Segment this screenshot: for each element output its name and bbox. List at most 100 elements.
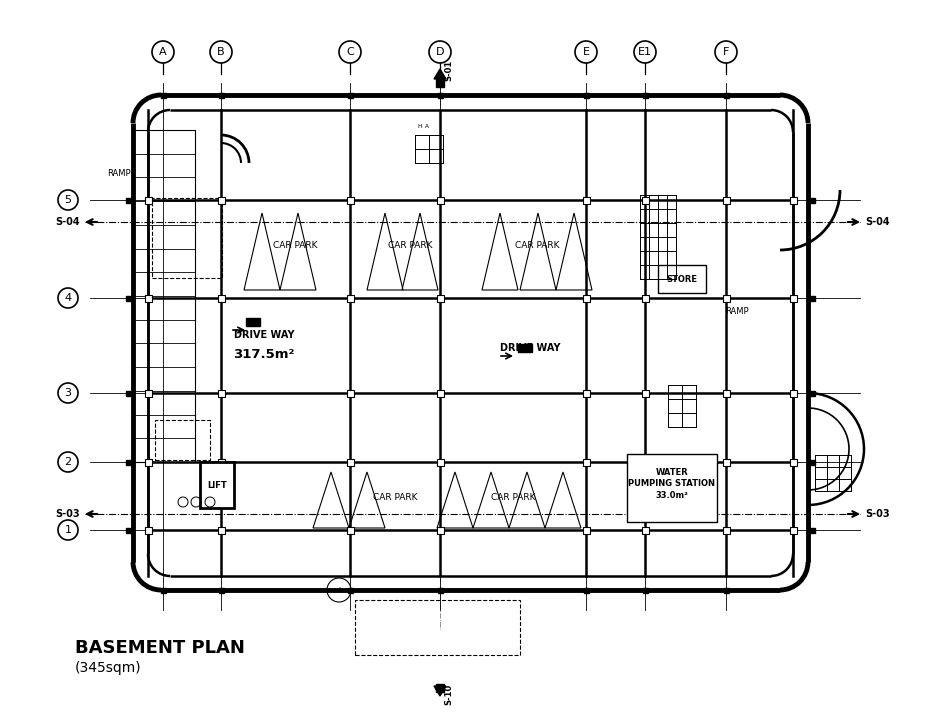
Text: CAR PARK: CAR PARK xyxy=(514,240,560,250)
Text: RAMP: RAMP xyxy=(107,169,131,177)
Bar xyxy=(810,295,815,300)
Bar xyxy=(723,458,729,466)
Bar xyxy=(437,93,443,98)
Text: CAR PARK: CAR PARK xyxy=(373,494,417,502)
Bar xyxy=(810,198,815,203)
Text: 3: 3 xyxy=(64,388,72,398)
Text: E1: E1 xyxy=(638,47,652,57)
Bar xyxy=(436,196,444,203)
Bar xyxy=(347,196,353,203)
Bar xyxy=(218,196,224,203)
Text: F: F xyxy=(723,47,729,57)
Bar xyxy=(126,198,131,203)
Text: 317.5m²: 317.5m² xyxy=(234,348,295,361)
Bar xyxy=(789,390,797,397)
Text: DRIVE WAY: DRIVE WAY xyxy=(234,330,294,340)
Bar xyxy=(347,526,353,534)
Bar xyxy=(810,390,815,395)
Bar xyxy=(347,390,353,397)
Bar xyxy=(126,295,131,300)
Bar xyxy=(160,587,166,592)
Text: RAMP: RAMP xyxy=(725,308,749,316)
Bar xyxy=(723,526,729,534)
Bar xyxy=(436,390,444,397)
Bar xyxy=(218,458,224,466)
Bar xyxy=(582,458,590,466)
Bar xyxy=(218,526,224,534)
Bar xyxy=(642,526,648,534)
Bar xyxy=(642,390,648,397)
Bar xyxy=(200,462,234,508)
Text: 4: 4 xyxy=(64,293,72,303)
Text: D: D xyxy=(436,47,445,57)
Polygon shape xyxy=(434,69,446,79)
Bar xyxy=(436,526,444,534)
Bar xyxy=(642,295,648,301)
Bar xyxy=(723,390,729,397)
Bar xyxy=(144,458,152,466)
Bar xyxy=(658,265,706,293)
Bar xyxy=(642,587,647,592)
Text: WATER
PUMPING STATION
33.0m²: WATER PUMPING STATION 33.0m² xyxy=(628,468,716,500)
Text: CAR PARK: CAR PARK xyxy=(273,240,317,250)
Text: (345sqm): (345sqm) xyxy=(75,661,141,675)
Bar xyxy=(246,318,260,326)
Text: S-10: S-10 xyxy=(444,683,453,705)
Bar xyxy=(627,454,717,522)
Text: 5: 5 xyxy=(64,195,72,205)
Bar xyxy=(219,587,223,592)
Text: CAR PARK: CAR PARK xyxy=(388,240,432,250)
Text: BASEMENT PLAN: BASEMENT PLAN xyxy=(75,639,245,657)
Bar xyxy=(218,295,224,301)
Bar xyxy=(144,390,152,397)
Bar xyxy=(810,460,815,465)
Polygon shape xyxy=(434,686,446,696)
Bar xyxy=(518,344,532,352)
Bar xyxy=(347,295,353,301)
Bar xyxy=(789,295,797,301)
Text: S-04: S-04 xyxy=(865,217,889,227)
Bar xyxy=(642,196,648,203)
Bar xyxy=(437,587,443,592)
Bar xyxy=(436,684,444,692)
Text: LIFT: LIFT xyxy=(207,481,227,489)
Text: A: A xyxy=(159,47,167,57)
Text: S-01: S-01 xyxy=(444,60,453,81)
Text: S-03: S-03 xyxy=(865,509,889,519)
Bar xyxy=(789,458,797,466)
Text: H A: H A xyxy=(418,125,430,130)
Text: C: C xyxy=(346,47,354,57)
Bar xyxy=(218,390,224,397)
Bar xyxy=(347,458,353,466)
Bar xyxy=(582,295,590,301)
Bar xyxy=(436,295,444,301)
Bar xyxy=(582,196,590,203)
Bar xyxy=(723,93,728,98)
Bar xyxy=(583,93,589,98)
Bar xyxy=(723,196,729,203)
Text: S-04: S-04 xyxy=(56,217,80,227)
Bar xyxy=(436,458,444,466)
Bar xyxy=(126,460,131,465)
Bar xyxy=(810,528,815,532)
Bar xyxy=(144,196,152,203)
Bar xyxy=(126,528,131,532)
Bar xyxy=(583,587,589,592)
Text: S-03: S-03 xyxy=(56,509,80,519)
Bar xyxy=(144,295,152,301)
Bar xyxy=(152,198,222,278)
Bar xyxy=(436,79,444,87)
Bar xyxy=(642,93,647,98)
Bar xyxy=(355,600,520,655)
Text: E: E xyxy=(582,47,590,57)
Bar xyxy=(160,93,166,98)
Bar xyxy=(126,390,131,395)
Bar xyxy=(144,526,152,534)
Bar xyxy=(155,420,210,460)
Bar xyxy=(789,196,797,203)
Bar xyxy=(642,458,648,466)
Bar xyxy=(723,295,729,301)
Bar xyxy=(582,526,590,534)
Bar xyxy=(348,587,352,592)
Text: STORE: STORE xyxy=(667,274,697,284)
